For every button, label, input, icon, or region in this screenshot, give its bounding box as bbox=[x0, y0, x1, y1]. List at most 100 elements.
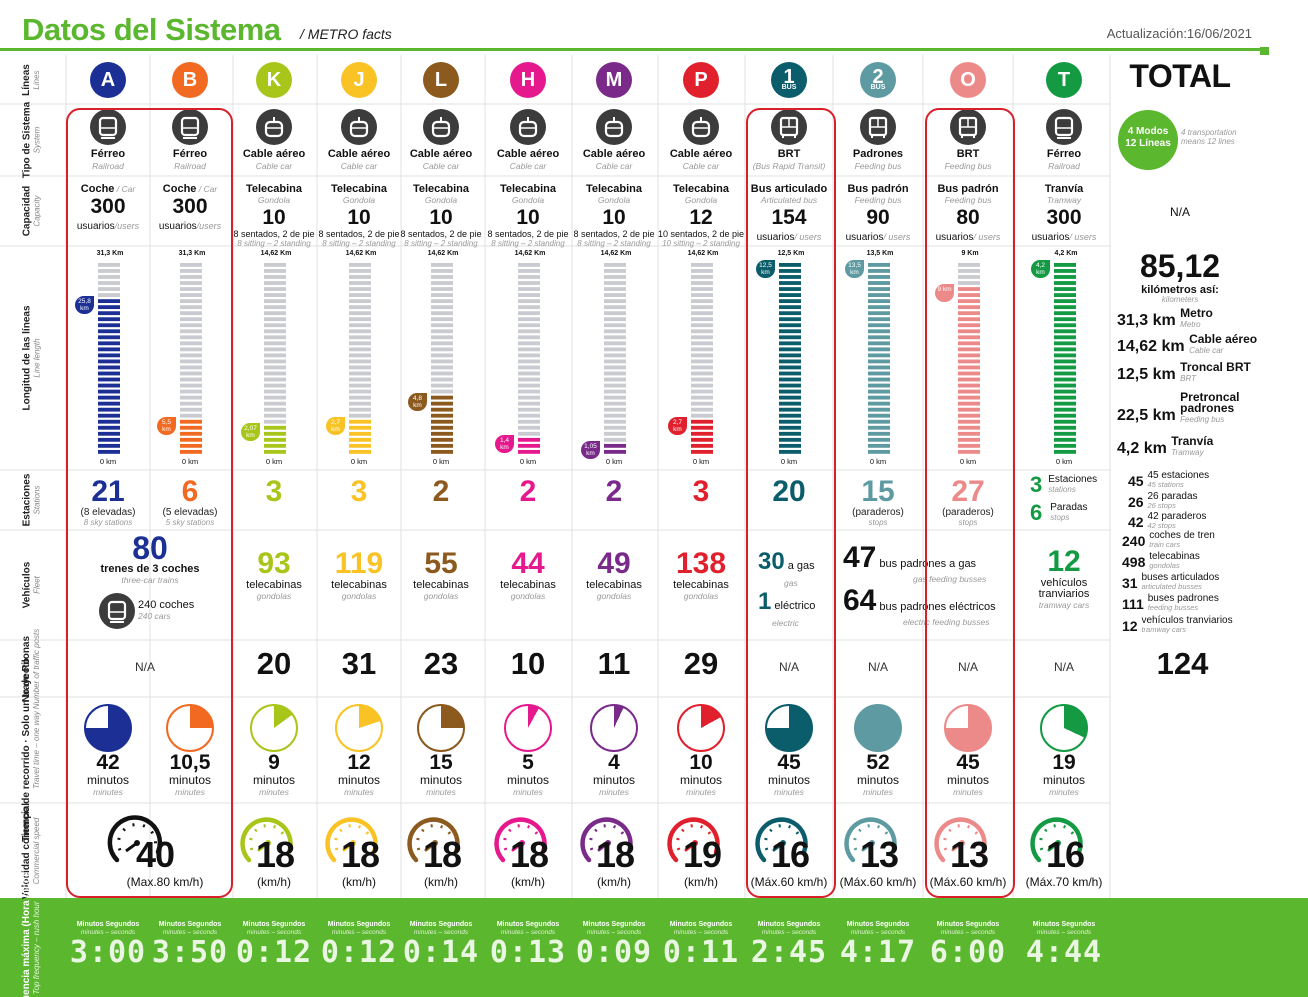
length-segment bbox=[98, 299, 120, 304]
length-bar bbox=[958, 263, 980, 454]
capacity-number: 300 bbox=[90, 195, 126, 218]
travel-minutes-en: minutes bbox=[863, 787, 893, 797]
row-label: Estaciones Stations bbox=[0, 470, 64, 530]
length-segment bbox=[1054, 287, 1076, 291]
highlight-brt-line-1 bbox=[746, 108, 836, 898]
capacity-sub: Gondola bbox=[424, 195, 458, 205]
length-segment bbox=[98, 347, 120, 352]
capacity-units-es: usuarios bbox=[1031, 232, 1070, 243]
km-item: 14,62 km Cable aéreo Cable car bbox=[1117, 332, 1258, 356]
length-segment bbox=[264, 419, 286, 424]
vehicles: 55 telecabinas gondolas bbox=[396, 548, 486, 602]
stations-count: 6 bbox=[181, 475, 199, 508]
length-segment bbox=[868, 347, 890, 352]
length-segment bbox=[779, 275, 801, 279]
length-segment bbox=[604, 437, 626, 442]
length-zero: 0 km bbox=[959, 457, 977, 466]
vehicles-count: 119 bbox=[334, 547, 384, 580]
length-segment bbox=[1054, 383, 1076, 388]
length-segment bbox=[779, 377, 801, 382]
row-label-es: Frecuencia máxima (Hora pico) bbox=[21, 873, 33, 997]
length-segment bbox=[868, 443, 890, 448]
length-segment bbox=[518, 437, 540, 442]
speed-value: 18 bbox=[341, 834, 380, 875]
length-segment bbox=[868, 341, 890, 346]
length-segment bbox=[779, 407, 801, 412]
travel-minutes-en: minutes bbox=[426, 787, 456, 797]
system-es: Cable aéreo bbox=[582, 148, 646, 160]
capacity-number: 300 bbox=[172, 195, 208, 218]
travel-time: 5 minutos minutes bbox=[486, 752, 570, 798]
capacity: Coche / Car 300 usuarios/users bbox=[144, 182, 236, 233]
length-segment bbox=[518, 323, 540, 328]
km-item-label-es: Cable aéreo bbox=[1189, 332, 1258, 346]
stations-count: 3 bbox=[692, 475, 710, 508]
length-segment bbox=[958, 299, 980, 304]
travel-time-pie bbox=[335, 704, 383, 752]
capacity-type: Coche / Car bbox=[163, 183, 217, 195]
length-segment bbox=[604, 419, 626, 424]
vehicle-item-label: buses padrones feeding busses bbox=[1148, 594, 1219, 613]
line-badge-L: L bbox=[423, 62, 459, 98]
length-segment bbox=[604, 377, 626, 382]
system-type: Cable aéreo Cable car bbox=[569, 148, 659, 172]
stations: 27 (paraderos) stops bbox=[923, 476, 1013, 528]
length-segment bbox=[958, 383, 980, 388]
row-label-text: Vehículos Fleet bbox=[21, 562, 42, 609]
gondola-icon bbox=[683, 109, 719, 145]
length-segment bbox=[518, 329, 540, 334]
length-segment bbox=[691, 425, 713, 430]
length-segment bbox=[604, 323, 626, 328]
capacity-type: Telecabina bbox=[673, 183, 729, 195]
length-segment bbox=[779, 269, 801, 273]
row-label-en: System bbox=[32, 126, 42, 154]
length-total: 4,2 Km bbox=[1054, 250, 1078, 257]
length-segment bbox=[868, 305, 890, 310]
feeder-electric-label: bus padrones eléctricos bbox=[876, 601, 996, 613]
travel-time-pie bbox=[84, 704, 132, 752]
frequency: Minutos Segundos minutes – seconds 3:00 bbox=[66, 921, 150, 970]
length-marker: 12,5 km bbox=[756, 260, 775, 278]
length-segment bbox=[779, 329, 801, 334]
pylons-na: N/A bbox=[867, 660, 888, 674]
feeder-electric-count: 64 bbox=[843, 584, 877, 617]
length-segment bbox=[604, 443, 626, 448]
length-segment bbox=[868, 275, 890, 279]
stations-note-en: 5 sky stations bbox=[165, 518, 215, 527]
frequency-value: 2:45 bbox=[750, 935, 828, 970]
gondola-icon bbox=[596, 109, 632, 145]
length-segment bbox=[431, 401, 453, 406]
length-segment bbox=[98, 263, 120, 267]
gondola-icon bbox=[341, 109, 377, 145]
length-total: 12,5 Km bbox=[777, 250, 805, 257]
length-segment bbox=[98, 275, 120, 279]
length-segment bbox=[1054, 431, 1076, 436]
vehicle-item-label-es: vehículos tranviarios bbox=[1141, 615, 1233, 626]
length-segment bbox=[1054, 323, 1076, 328]
length-segment bbox=[98, 365, 120, 370]
length-segment bbox=[349, 449, 371, 454]
line-badge-P: P bbox=[683, 62, 719, 98]
capacity-type-es: Bus articulado bbox=[750, 183, 828, 195]
length-segment bbox=[958, 401, 980, 406]
system-en: Feeding bus bbox=[944, 161, 992, 171]
vehicle-item-label: vehículos tranviarios tramway cars bbox=[1141, 615, 1233, 635]
length-segment bbox=[180, 449, 202, 454]
length-segment bbox=[431, 305, 453, 310]
travel-minutes-en: minutes bbox=[259, 787, 289, 797]
vehicles-label-en: gondolas bbox=[683, 591, 719, 601]
length-segment bbox=[264, 353, 286, 358]
speedometer-icon bbox=[107, 815, 163, 863]
system-es: Cable aéreo bbox=[409, 148, 473, 160]
length-segment bbox=[180, 335, 202, 340]
length-segment bbox=[1054, 359, 1076, 364]
length-segment bbox=[264, 359, 286, 364]
length-segment bbox=[518, 419, 540, 424]
speed-value: 13 bbox=[950, 834, 989, 875]
capacity-note-en: 8 sitting – 2 standing bbox=[404, 239, 478, 248]
stations-count: 15 bbox=[861, 475, 895, 508]
length-segment bbox=[98, 311, 120, 316]
length-segment bbox=[691, 377, 713, 382]
length-segment bbox=[691, 281, 713, 285]
capacity-number: 10 bbox=[429, 206, 453, 229]
